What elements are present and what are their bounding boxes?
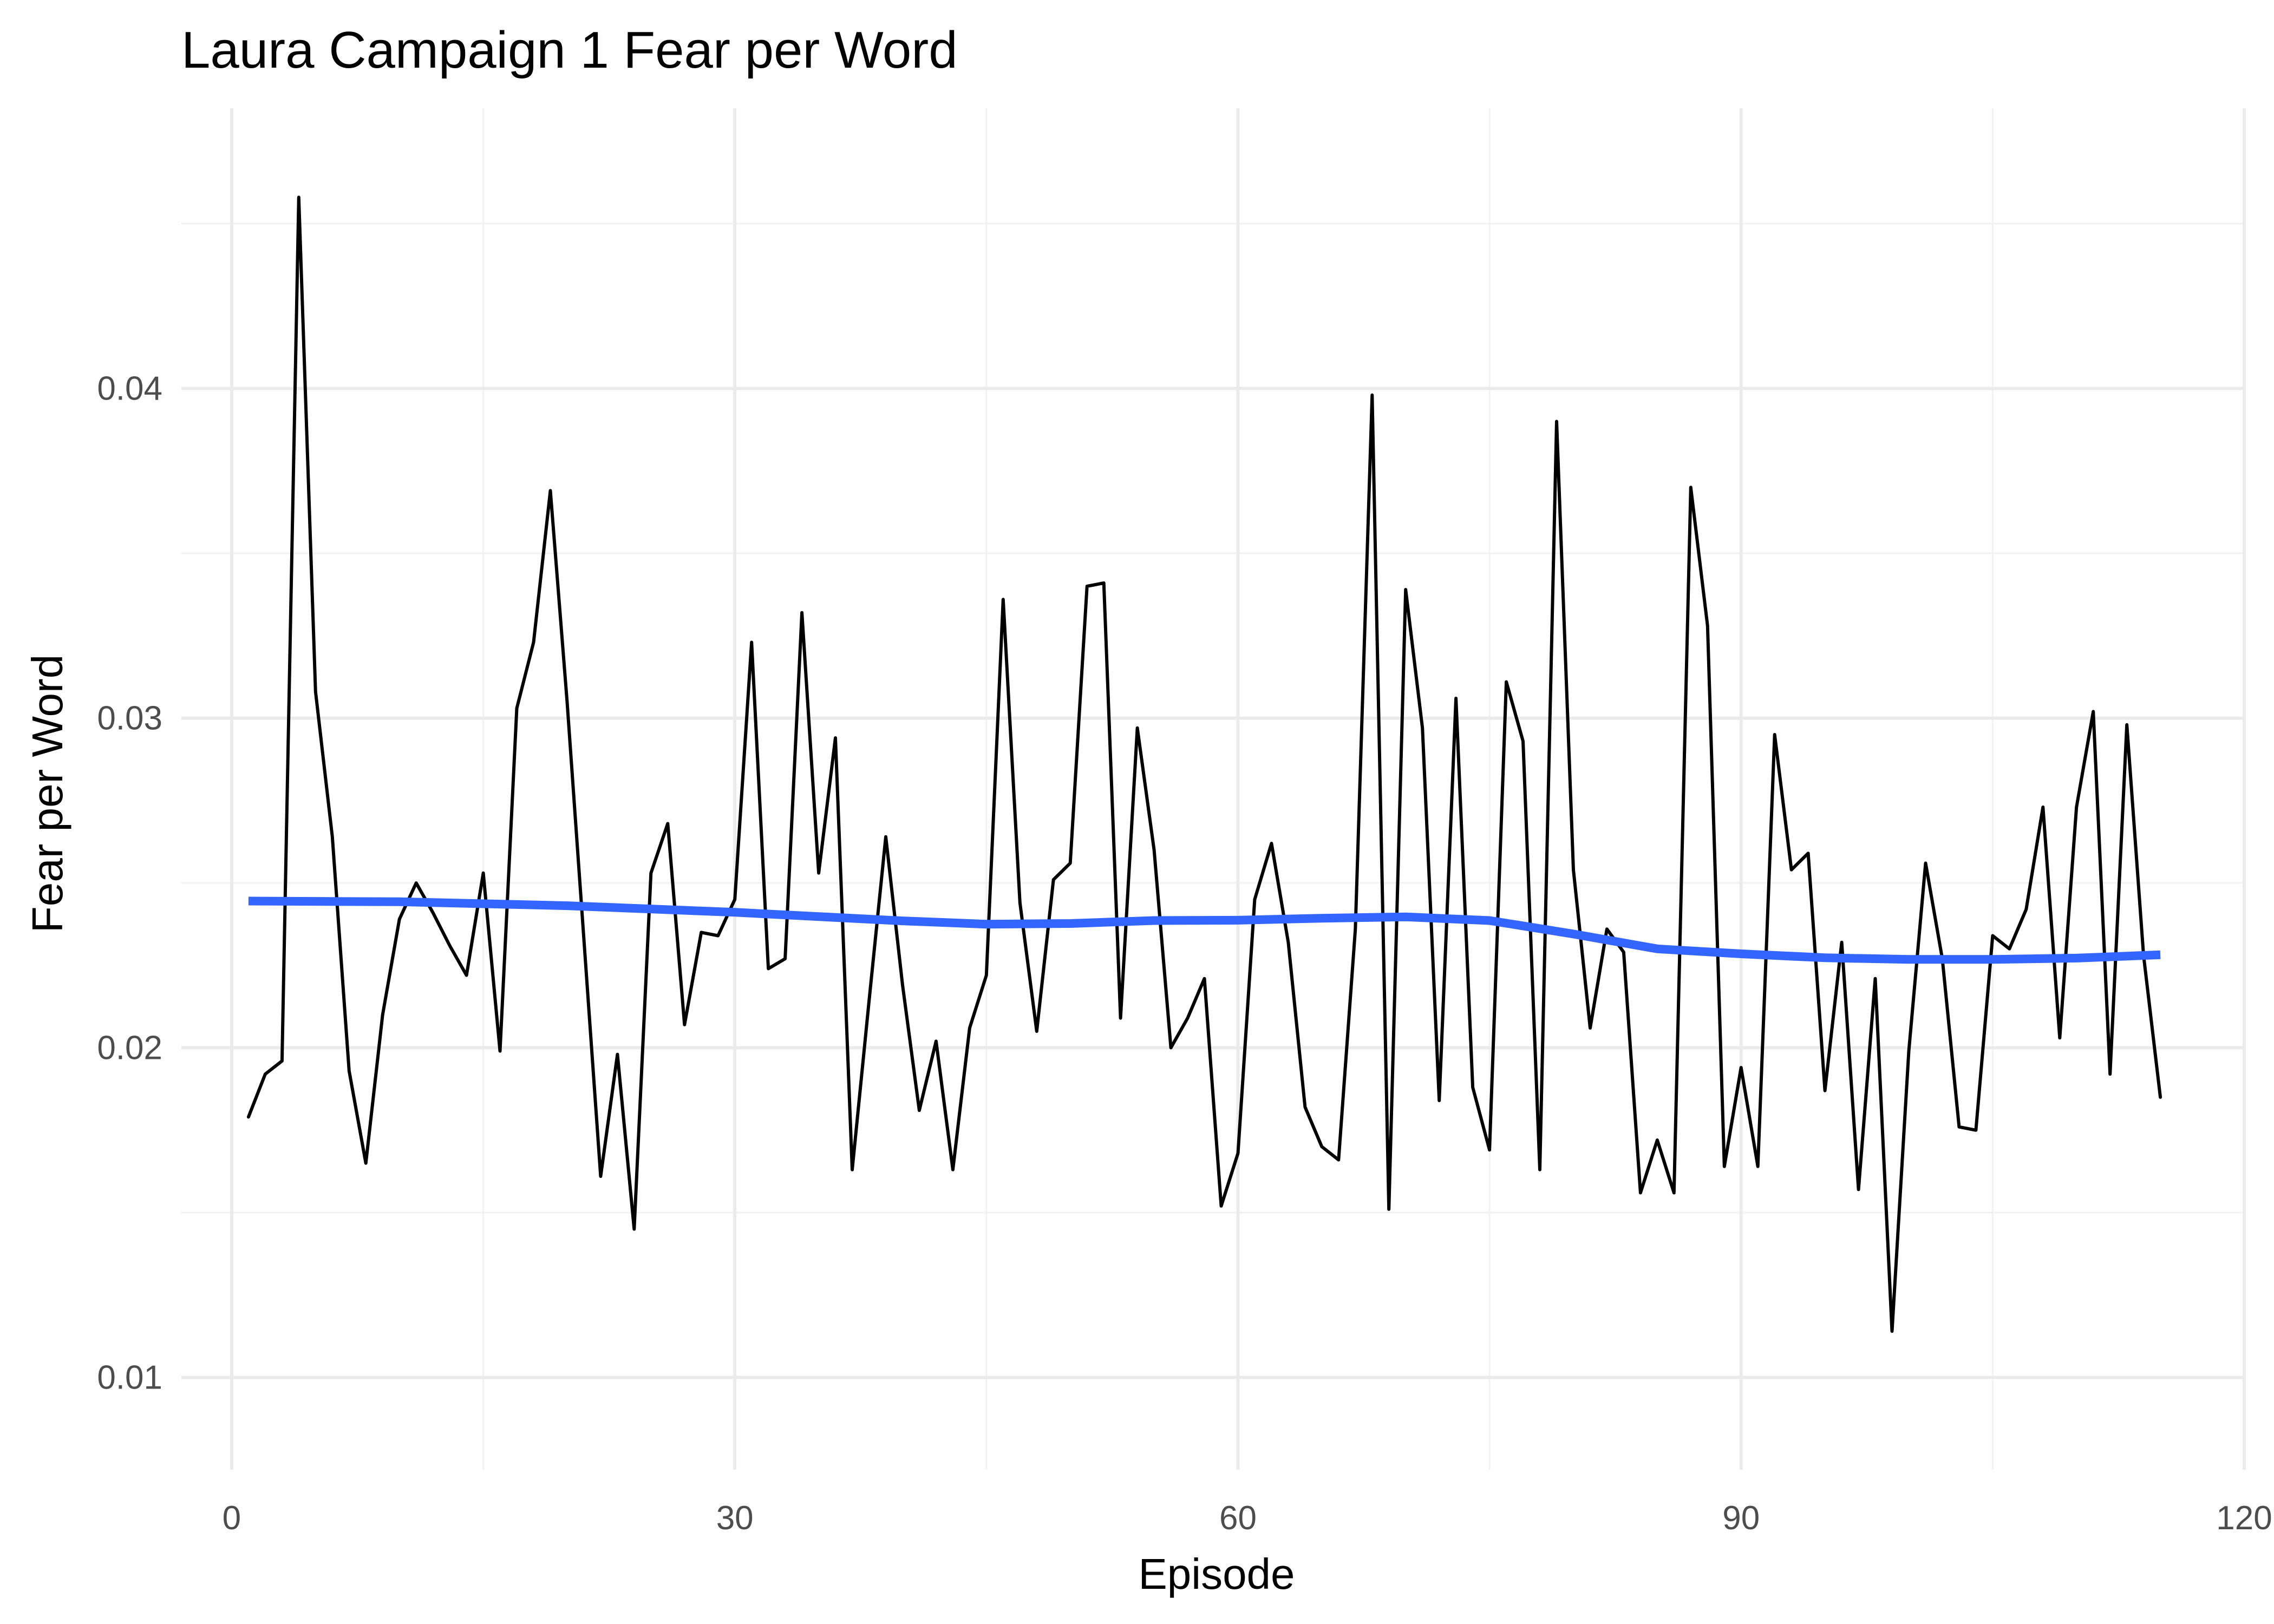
x-tick-label: 90: [1722, 1499, 1760, 1537]
y-tick-label: 0.01: [97, 1359, 162, 1396]
fear-per-word-line: [246, 195, 2162, 1333]
x-tick-label: 120: [2216, 1499, 2272, 1537]
x-axis-title: Episode: [1138, 1550, 1295, 1598]
chart-title: Laura Campaign 1 Fear per Word: [181, 21, 958, 79]
y-tick-label: 0.02: [97, 1030, 162, 1067]
y-axis-title: Fear per Word: [23, 654, 71, 933]
x-tick-label: 0: [223, 1499, 241, 1537]
y-tick-label: 0.04: [97, 370, 162, 408]
tick-labels: 0 30 60 90 120 0.01 0.02 0.03 0.04: [97, 370, 2272, 1537]
grid: [181, 108, 2246, 1470]
smooth-trend-line: [248, 896, 2161, 964]
series-layer: [246, 195, 2162, 1333]
x-tick-label: 60: [1219, 1499, 1257, 1537]
y-tick-label: 0.03: [97, 700, 162, 737]
x-tick-label: 30: [716, 1499, 754, 1537]
